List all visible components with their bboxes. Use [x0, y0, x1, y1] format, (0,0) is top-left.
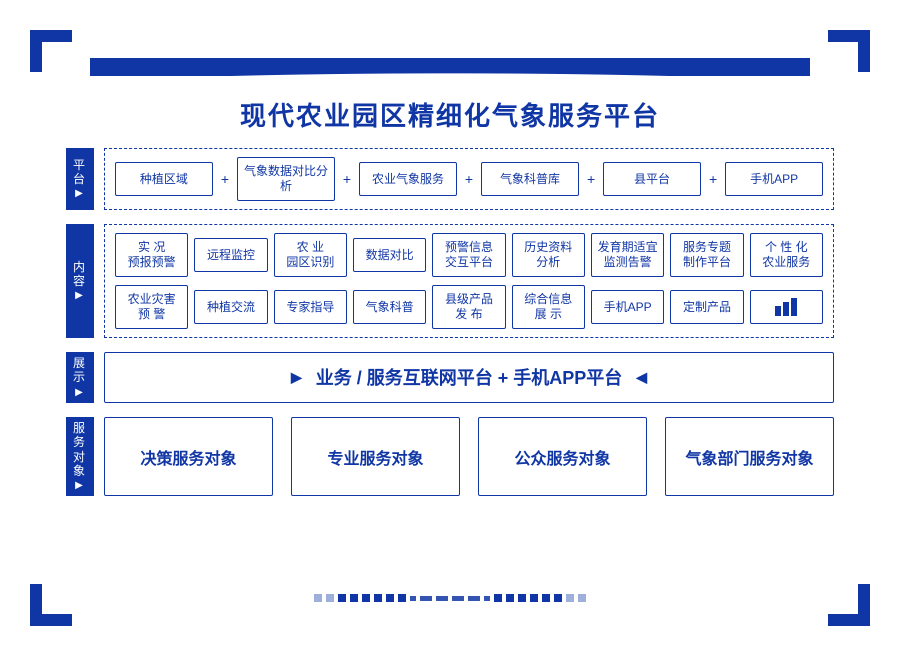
diagram-body: 平台 ▶ 种植区域 + 气象数据对比分析 + 农业气象服务 + 气象科普库 + 县平台 + 手机AP…: [66, 148, 834, 580]
row-label-platform: 平台 ▶: [66, 148, 94, 210]
row-content: 内容 ▶ 实 况 预报预警远程监控农 业 园区识别数据对比预警信息 交互平台历史…: [66, 224, 834, 338]
plus-separator: +: [463, 171, 475, 187]
corner-bracket-tl: [30, 30, 72, 72]
service-box: 决策服务对象: [104, 417, 273, 497]
top-swoosh-bar: [90, 58, 810, 76]
content-chip: 历史资料 分析: [512, 233, 585, 277]
plus-separator: +: [341, 171, 353, 187]
bottom-dot-decoration: [314, 594, 586, 602]
content-chip: 定制产品: [670, 290, 743, 324]
service-box: 公众服务对象: [478, 417, 647, 497]
content-chip: 专家指导: [274, 290, 347, 324]
display-bar: ▶ 业务 / 服务互联网平台 + 手机APP平台 ◀: [104, 352, 834, 403]
battery-bars-icon: [775, 298, 797, 316]
diagram-frame: 现代农业园区精细化气象服务平台 平台 ▶ 种植区域 + 气象数据对比分析 + 农业气象服…: [30, 30, 870, 626]
row-label-arrow-icon: ▶: [75, 290, 85, 302]
content-chip: 种植交流: [194, 290, 267, 324]
service-box: 气象部门服务对象: [665, 417, 834, 497]
content-chip: 实 况 预报预警: [115, 233, 188, 277]
row-label-arrow-icon: ▶: [75, 480, 85, 492]
corner-bracket-br: [828, 584, 870, 626]
content-chip: 农业灾害 预 警: [115, 285, 188, 329]
plus-separator: +: [707, 171, 719, 187]
row-label-arrow-icon: ▶: [75, 188, 85, 200]
platform-chip: 手机APP: [725, 162, 823, 196]
content-chip-row-1: 实 况 预报预警远程监控农 业 园区识别数据对比预警信息 交互平台历史资料 分析…: [115, 233, 823, 277]
service-box: 专业服务对象: [291, 417, 460, 497]
row-label-text: 服务对象: [73, 421, 87, 479]
row-label-text: 内容: [73, 260, 87, 289]
content-chip: 个 性 化 农业服务: [750, 233, 823, 277]
battery-chip: [750, 290, 823, 324]
platform-chip: 种植区域: [115, 162, 213, 196]
row-platform: 平台 ▶ 种植区域 + 气象数据对比分析 + 农业气象服务 + 气象科普库 + 县平台 + 手机AP…: [66, 148, 834, 210]
triangle-right-icon: ▶: [291, 369, 302, 386]
content-chip: 气象科普: [353, 290, 426, 324]
row-label-arrow-icon: ▶: [75, 387, 85, 399]
row-label-service: 服务对象 ▶: [66, 417, 94, 497]
corner-bracket-tr: [828, 30, 870, 72]
content-chip: 农 业 园区识别: [274, 233, 347, 277]
platform-chip: 农业气象服务: [359, 162, 457, 196]
triangle-left-icon: ◀: [636, 369, 647, 386]
content-chip: 手机APP: [591, 290, 664, 324]
platform-chip: 气象科普库: [481, 162, 579, 196]
row-service: 服务对象 ▶ 决策服务对象专业服务对象公众服务对象气象部门服务对象: [66, 417, 834, 497]
plus-separator: +: [219, 171, 231, 187]
service-box-row: 决策服务对象专业服务对象公众服务对象气象部门服务对象: [104, 417, 834, 497]
row-label-display: 展示 ▶: [66, 352, 94, 403]
content-chip: 服务专题 制作平台: [670, 233, 743, 277]
content-chip: 县级产品 发 布: [432, 285, 505, 329]
content-chip-row-2: 农业灾害 预 警种植交流专家指导气象科普县级产品 发 布综合信息 展 示手机AP…: [115, 285, 823, 329]
platform-chip: 县平台: [603, 162, 701, 196]
content-chip: 数据对比: [353, 238, 426, 272]
platform-chip: 气象数据对比分析: [237, 157, 335, 201]
platform-dashbox: 种植区域 + 气象数据对比分析 + 农业气象服务 + 气象科普库 + 县平台 + 手机APP: [104, 148, 834, 210]
platform-chip-row: 种植区域 + 气象数据对比分析 + 农业气象服务 + 气象科普库 + 县平台 + 手机APP: [115, 157, 823, 201]
corner-bracket-bl: [30, 584, 72, 626]
row-label-text: 平台: [73, 158, 87, 187]
row-label-text: 展示: [73, 356, 87, 385]
content-chip: 远程监控: [194, 238, 267, 272]
row-display: 展示 ▶ ▶ 业务 / 服务互联网平台 + 手机APP平台 ◀: [66, 352, 834, 403]
content-dashbox: 实 况 预报预警远程监控农 业 园区识别数据对比预警信息 交互平台历史资料 分析…: [104, 224, 834, 338]
display-bar-text: 业务 / 服务互联网平台 + 手机APP平台: [316, 364, 623, 390]
content-chip: 预警信息 交互平台: [432, 233, 505, 277]
row-label-content: 内容 ▶: [66, 224, 94, 338]
content-chip: 综合信息 展 示: [512, 285, 585, 329]
plus-separator: +: [585, 171, 597, 187]
content-chip: 发育期适宜 监测告警: [591, 233, 664, 277]
diagram-title: 现代农业园区精细化气象服务平台: [30, 96, 870, 133]
